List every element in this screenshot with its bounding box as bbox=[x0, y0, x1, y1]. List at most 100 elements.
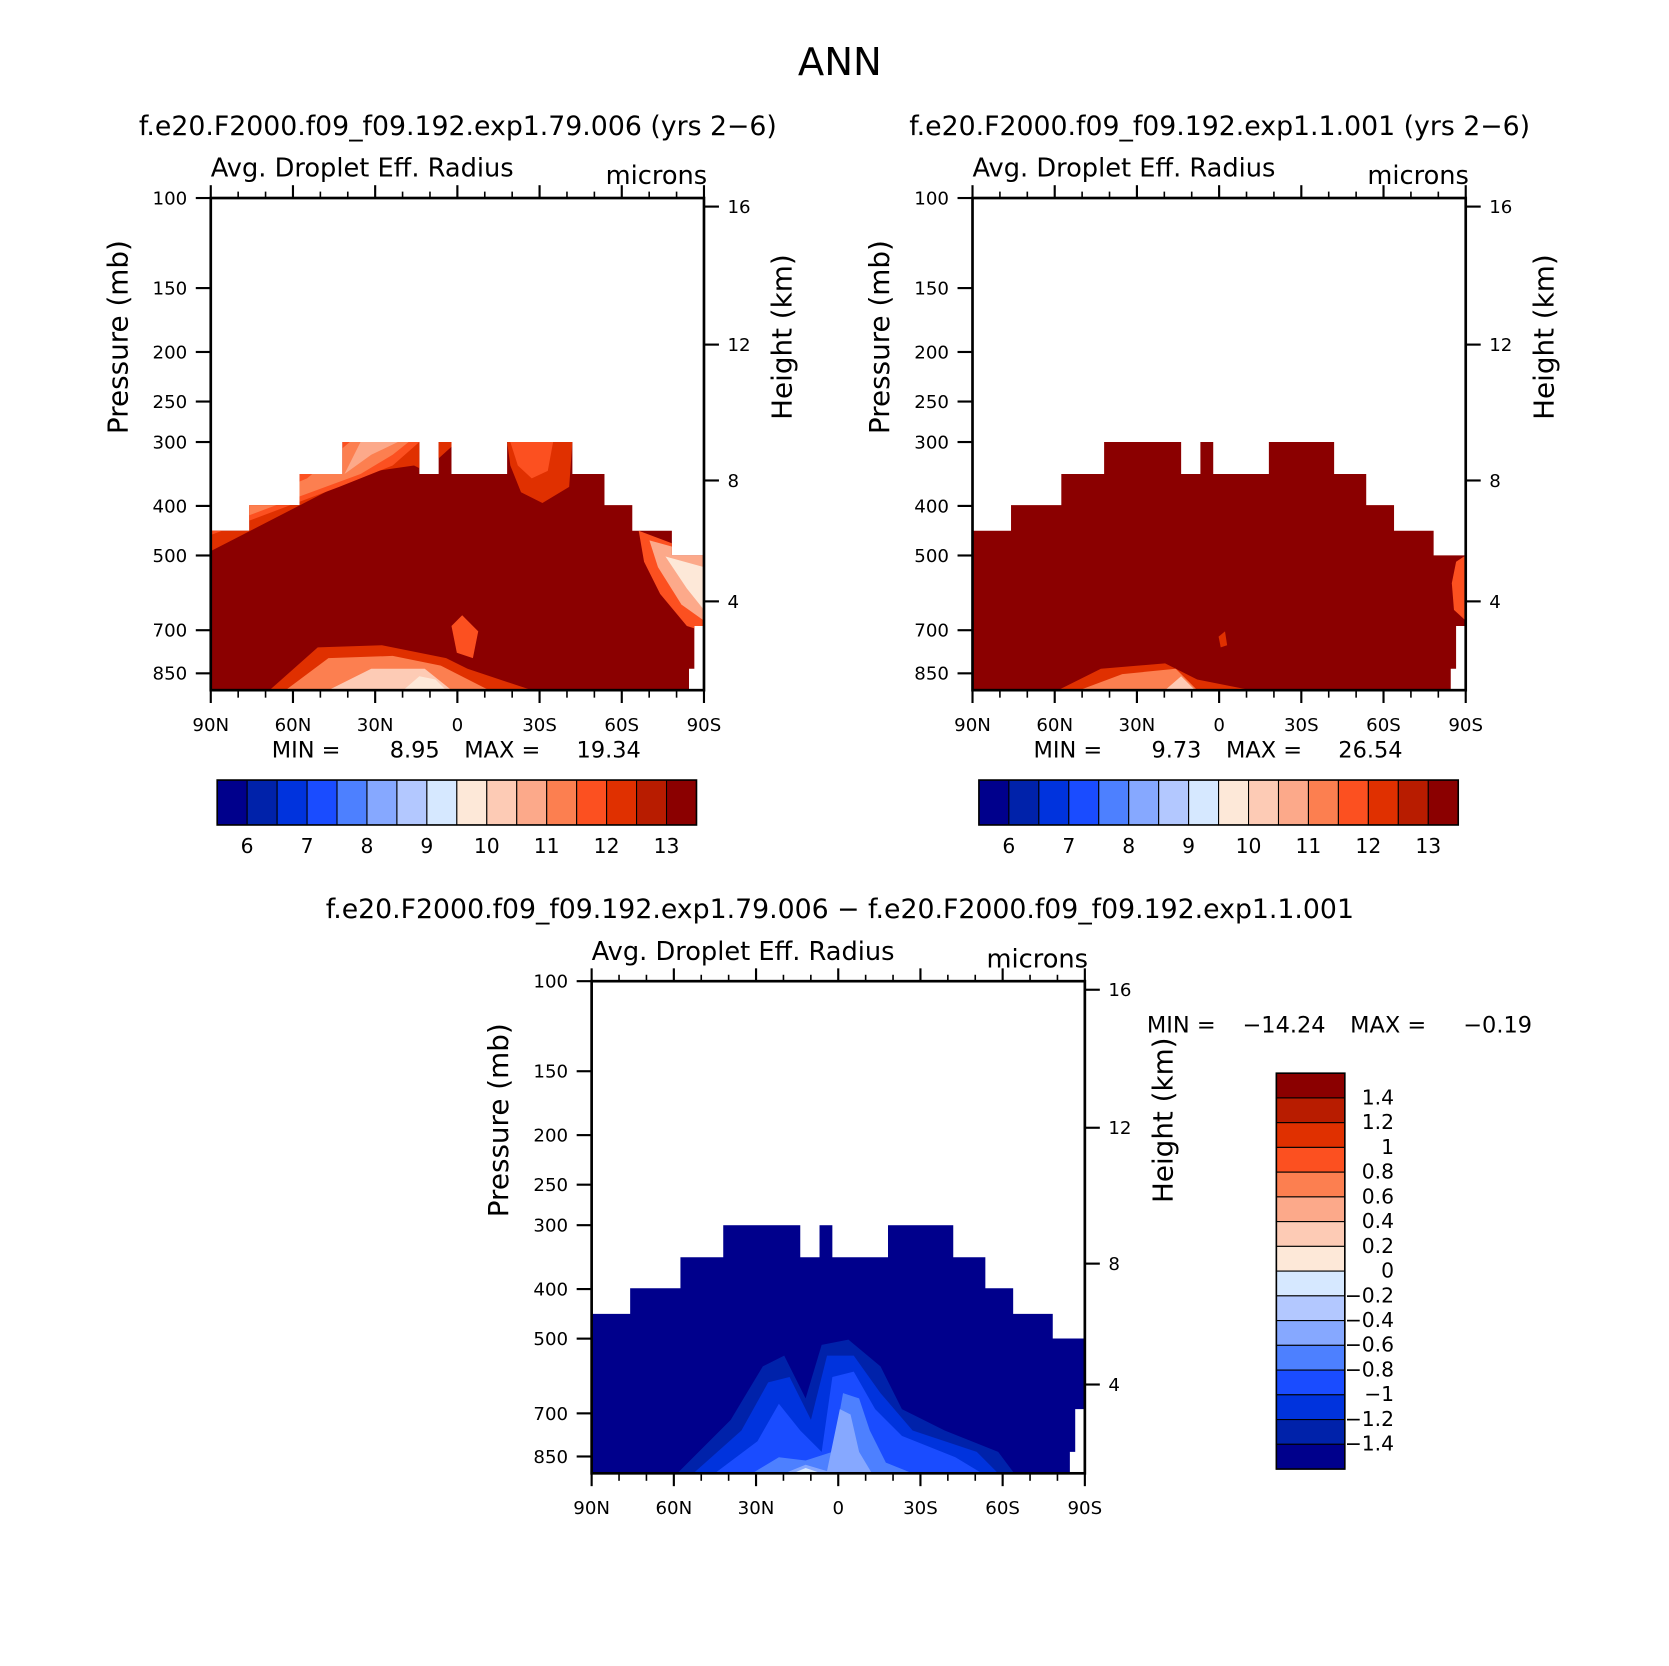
colorbar-label: 9 bbox=[420, 834, 433, 858]
pressure-tick-label: 100 bbox=[533, 972, 568, 993]
contour-fill-neg4 bbox=[784, 1409, 872, 1474]
colorbar-swatch bbox=[1098, 779, 1130, 826]
pressure-tick-label: 150 bbox=[914, 279, 949, 300]
pressure-tick-label: 200 bbox=[533, 1126, 568, 1147]
lat-tick-label: 0 bbox=[832, 1498, 844, 1519]
contour-fill-10 bbox=[1079, 668, 1198, 691]
colorbar-label: 13 bbox=[654, 834, 680, 858]
colorbar-swatch bbox=[1038, 779, 1070, 826]
colorbar-label: −0.8 bbox=[1345, 1357, 1394, 1381]
contour-fill-13 bbox=[210, 441, 704, 691]
colorbar-swatch bbox=[1275, 1072, 1346, 1099]
min-max-readout: MIN = 8.95 MAX = 19.34 bbox=[272, 738, 641, 764]
pressure-tick-label: 150 bbox=[153, 279, 188, 300]
colorbar-label: 13 bbox=[1415, 834, 1441, 858]
colorbar-label: 0.2 bbox=[1362, 1234, 1394, 1258]
colorbar-swatch bbox=[1275, 1097, 1346, 1124]
colorbar-label: 11 bbox=[534, 834, 560, 858]
colorbar-swatch bbox=[1275, 1196, 1346, 1223]
colorbar-swatch bbox=[1367, 779, 1399, 826]
colorbar-swatch bbox=[1158, 779, 1190, 826]
pressure-tick-label: 250 bbox=[153, 392, 188, 413]
min-max-readout: MIN = −14.24 MAX = −0.19 bbox=[1147, 1013, 1532, 1039]
panel-title-case1: f.e20.F2000.f09_f09.192.exp1.79.006 (yrs… bbox=[139, 111, 777, 142]
colorbar-label: 0.6 bbox=[1362, 1184, 1394, 1208]
lat-tick-label: 30N bbox=[1119, 715, 1156, 736]
colorbar-label: −0.2 bbox=[1345, 1283, 1394, 1307]
units-label: microns bbox=[987, 944, 1089, 974]
height-tick-label: 8 bbox=[1489, 471, 1501, 492]
pressure-tick-label: 150 bbox=[533, 1062, 568, 1083]
colorbar-swatch bbox=[396, 779, 428, 826]
height-tick-label: 4 bbox=[1108, 1375, 1120, 1396]
lat-tick-label: 60S bbox=[604, 715, 639, 736]
colorbar-swatch bbox=[1427, 779, 1459, 826]
lat-tick-label: 60N bbox=[655, 1498, 692, 1519]
contour-fill-11 bbox=[1451, 555, 1466, 621]
contour-fill-10 bbox=[210, 441, 409, 530]
colorbar-label: 10 bbox=[1236, 834, 1262, 858]
colorbar-swatch bbox=[1275, 1369, 1346, 1396]
lat-tick-label: 90N bbox=[192, 715, 229, 736]
contour-fill-13 bbox=[972, 441, 1466, 691]
min-value: −14.24 bbox=[1242, 1013, 1325, 1039]
y-axis-label: Pressure (mb) bbox=[482, 1023, 515, 1217]
min-max-readout: MIN = 9.73 MAX = 26.54 bbox=[1033, 738, 1402, 764]
colorbar-swatch bbox=[576, 779, 608, 826]
contour-field bbox=[210, 441, 704, 691]
y2-axis-label: Height (km) bbox=[1147, 1037, 1180, 1203]
height-tick-label: 12 bbox=[1489, 335, 1512, 356]
y-axis-label: Pressure (mb) bbox=[863, 240, 896, 434]
lat-tick-label: 0 bbox=[1213, 715, 1225, 736]
variable-label: Avg. Droplet Eff. Radius bbox=[592, 937, 895, 967]
max-label: MAX = bbox=[1226, 738, 1302, 764]
pressure-tick-label: 400 bbox=[153, 496, 188, 517]
colorbar-swatch bbox=[1275, 1122, 1346, 1148]
min-value: 9.73 bbox=[1151, 738, 1201, 764]
lat-tick-label: 60N bbox=[275, 715, 312, 736]
colorbar-swatch bbox=[516, 779, 548, 826]
colorbar-swatch bbox=[1277, 779, 1309, 826]
pressure-tick-label: 250 bbox=[914, 392, 949, 413]
colorbar-swatch bbox=[546, 779, 578, 826]
height-tick-label: 12 bbox=[728, 335, 751, 356]
pressure-tick-label: 250 bbox=[533, 1175, 568, 1196]
contour-fill-neg2 bbox=[792, 1467, 822, 1474]
pressure-tick-label: 850 bbox=[153, 664, 188, 685]
lat-tick-label: 30S bbox=[903, 1498, 938, 1519]
colorbar-swatch bbox=[606, 779, 638, 826]
colorbar-frame bbox=[978, 779, 1460, 826]
colorbar-label: −1.2 bbox=[1345, 1407, 1394, 1431]
colorbar-swatch bbox=[1188, 779, 1220, 826]
colorbar-label: −0.6 bbox=[1345, 1333, 1394, 1357]
colorbar-swatch bbox=[1337, 779, 1369, 826]
panel-title-case2: f.e20.F2000.f09_f09.192.exp1.1.001 (yrs … bbox=[909, 111, 1530, 142]
colorbar-label: 11 bbox=[1296, 834, 1322, 858]
lat-tick-label: 60N bbox=[1036, 715, 1073, 736]
colorbar-swatch bbox=[1275, 1394, 1346, 1421]
colorbar-label: 6 bbox=[1002, 834, 1015, 858]
colorbar-swatch bbox=[1275, 1295, 1346, 1322]
colorbar-swatch bbox=[366, 779, 398, 826]
lat-tick-label: 90S bbox=[1448, 715, 1483, 736]
colorbar-swatch bbox=[486, 779, 518, 826]
pressure-tick-label: 850 bbox=[533, 1447, 568, 1468]
panel-title-diff: f.e20.F2000.f09_f09.192.exp1.79.006 − f.… bbox=[326, 894, 1354, 925]
colorbar-label: 7 bbox=[301, 834, 314, 858]
pressure-tick-label: 500 bbox=[533, 1329, 568, 1350]
colorbar-swatch bbox=[1218, 779, 1250, 826]
height-tick-label: 12 bbox=[1108, 1118, 1131, 1139]
height-tick-label: 16 bbox=[728, 197, 751, 218]
colorbar-swatch bbox=[1068, 779, 1100, 826]
lat-tick-label: 90N bbox=[954, 715, 991, 736]
min-label: MIN = bbox=[1147, 1013, 1216, 1039]
colorbar-swatch bbox=[456, 779, 488, 826]
colorbar-label: 10 bbox=[474, 834, 500, 858]
pressure-tick-label: 500 bbox=[914, 546, 949, 567]
colorbar-label: −1 bbox=[1364, 1382, 1394, 1406]
max-value: −0.19 bbox=[1463, 1013, 1532, 1039]
colorbar-swatch bbox=[1397, 779, 1429, 826]
